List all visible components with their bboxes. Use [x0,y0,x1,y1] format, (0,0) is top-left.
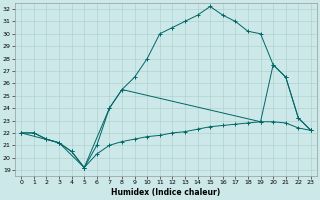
X-axis label: Humidex (Indice chaleur): Humidex (Indice chaleur) [111,188,221,197]
